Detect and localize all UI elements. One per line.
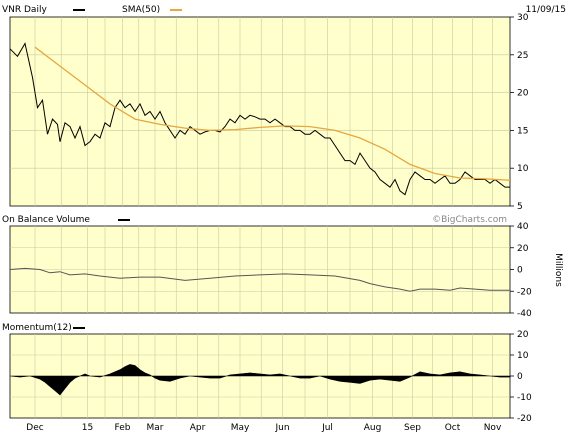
xtick-label: 15 <box>82 423 93 433</box>
momentum-series-area <box>9 364 511 396</box>
ytick-label: 5 <box>517 202 523 212</box>
xtick-label: Feb <box>115 423 131 433</box>
ytick-label: 15 <box>517 126 528 136</box>
momentum-legend-swatch <box>73 327 85 329</box>
xtick-label: Nov <box>484 423 502 433</box>
ytick-label: 30 <box>517 13 529 23</box>
ytick-label: 25 <box>517 51 528 61</box>
obv-ylabel: Millions <box>553 253 563 287</box>
xtick-label: Apr <box>190 423 206 433</box>
ytick-label: 10 <box>517 164 529 174</box>
ytick-label: 0 <box>517 372 523 382</box>
ytick-label: -10 <box>517 393 532 403</box>
momentum-panel: 20 10 0 -10 -20 <box>9 330 532 424</box>
ytick-label: -20 <box>517 414 532 424</box>
momentum-title: Momentum(12) <box>2 323 72 333</box>
sma-series-line <box>34 46 511 181</box>
xtick-label: Oct <box>445 423 461 433</box>
ytick-label: 40 <box>517 222 529 232</box>
obv-series-line <box>9 267 510 292</box>
xtick-label: Aug <box>364 423 382 433</box>
header-date: 11/09/15 <box>526 5 566 15</box>
obv-title: On Balance Volume <box>2 215 90 225</box>
price-series-line <box>9 42 510 196</box>
watermark: ©BigCharts.com <box>432 215 507 225</box>
xtick-label: Mar <box>147 423 164 433</box>
ytick-label: 20 <box>517 330 529 340</box>
obv-legend-swatch <box>118 219 130 221</box>
sma-label: SMA(50) <box>122 5 160 15</box>
price-legend-swatch <box>73 9 85 11</box>
xtick-label: Jul <box>321 423 333 433</box>
xtick-label: May <box>231 423 250 433</box>
ytick-label: -40 <box>517 309 532 319</box>
xtick-label: Sep <box>404 423 421 433</box>
ytick-label: 20 <box>517 89 529 99</box>
ytick-label: -20 <box>517 287 532 297</box>
obv-panel: 40 20 0 -20 -40 <box>9 222 532 319</box>
ytick-label: 20 <box>517 244 529 254</box>
price-panel: 5 10 15 20 25 30 <box>9 13 529 212</box>
symbol-label: VNR Daily <box>2 5 47 15</box>
ytick-label: 10 <box>517 351 529 361</box>
xtick-label: Jun <box>274 423 289 433</box>
ytick-label: 0 <box>517 266 523 276</box>
xtick-label: Dec <box>26 423 43 433</box>
sma-legend-swatch <box>170 9 182 11</box>
